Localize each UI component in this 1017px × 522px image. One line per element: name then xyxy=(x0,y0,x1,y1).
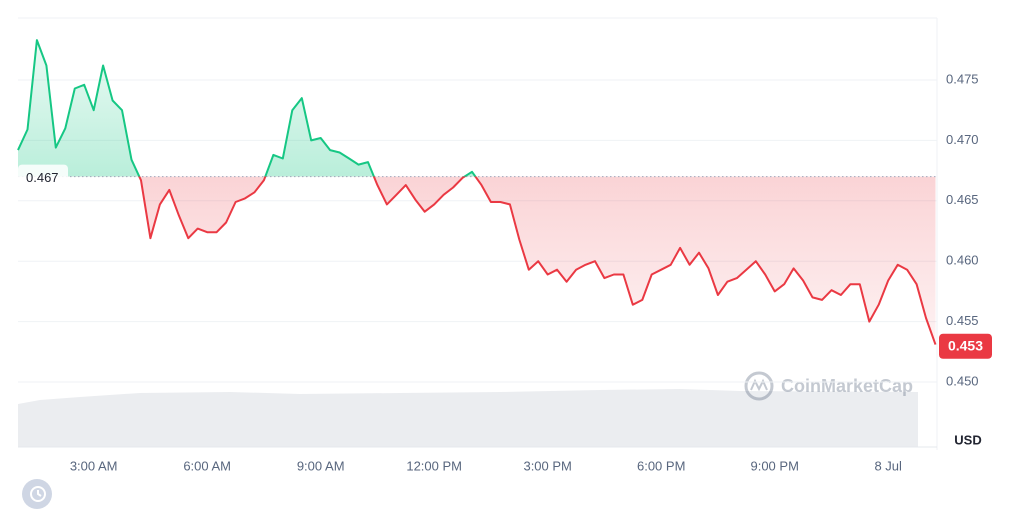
y-tick-label: 0.470 xyxy=(946,132,979,147)
baseline-label: 0.467 xyxy=(26,170,59,185)
history-button[interactable] xyxy=(22,479,52,509)
y-tick-label: 0.455 xyxy=(946,313,979,328)
watermark: CoinMarketCap xyxy=(744,371,913,401)
currency-label: USD xyxy=(954,432,981,447)
x-tick-label: 6:00 PM xyxy=(637,458,685,473)
x-tick-label: 12:00 PM xyxy=(406,458,462,473)
x-tick-label: 9:00 PM xyxy=(750,458,798,473)
x-tick-label: 3:00 AM xyxy=(70,458,118,473)
baseline-label-bg xyxy=(18,164,68,189)
volume-band xyxy=(18,389,918,447)
y-tick-label: 0.460 xyxy=(946,253,979,268)
area-fill xyxy=(18,40,936,345)
x-tick-label: 8 Jul xyxy=(874,458,902,473)
y-tick-label: 0.475 xyxy=(946,71,979,86)
x-tick-label: 9:00 AM xyxy=(297,458,345,473)
watermark-text: CoinMarketCap xyxy=(781,376,913,396)
y-tick-label: 0.450 xyxy=(946,373,979,388)
y-tick-label: 0.465 xyxy=(946,192,979,207)
current-price-badge xyxy=(939,333,992,359)
price-line xyxy=(17,39,937,345)
x-tick-label: 3:00 PM xyxy=(523,458,571,473)
x-tick-label: 6:00 AM xyxy=(183,458,231,473)
current-price-label: 0.453 xyxy=(948,337,983,353)
